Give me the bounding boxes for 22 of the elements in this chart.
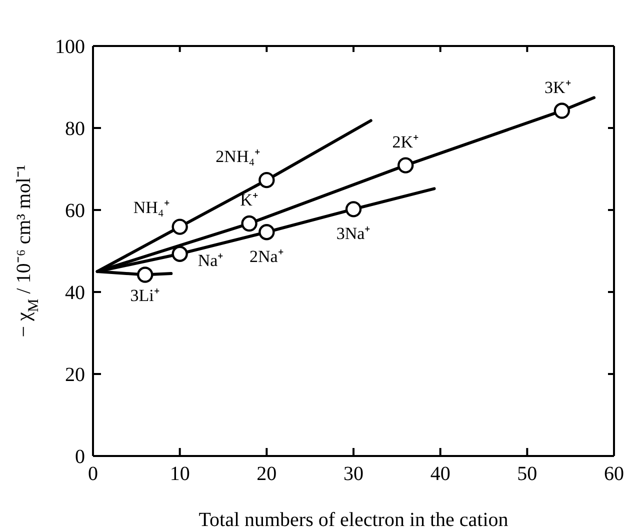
annotation: 2Na⁺ [250,247,284,266]
annotation: 3Li⁺ [130,286,160,305]
annotation: K⁺ [240,190,258,210]
x-tick-label: 50 [517,463,538,486]
y-tick-label: 0 [75,446,85,468]
x-tick-label: 10 [170,463,190,486]
annotation: 2K⁺ [392,132,419,152]
y-tick-label: 40 [65,282,85,304]
annotation: 3Na⁺ [336,224,371,244]
annotation: 3K⁺ [544,78,572,97]
x-tick-label: 20 [256,463,277,486]
annotation: Na⁺ [198,250,224,270]
y-tick-label: 100 [55,36,85,58]
x-tick-label: 40 [430,463,450,486]
y-tick-label: 60 [65,200,85,222]
y-tick-label: 20 [65,364,85,386]
y-tick-label: 80 [65,118,85,140]
x-tick-label: 30 [344,463,364,486]
annotation: 2NH₄⁺ [216,147,261,166]
annotation: NH₄⁺ [133,198,170,217]
x-tick-label: 60 [604,463,624,486]
x-axis-title: Total numbers of electron in the cation [198,509,508,530]
